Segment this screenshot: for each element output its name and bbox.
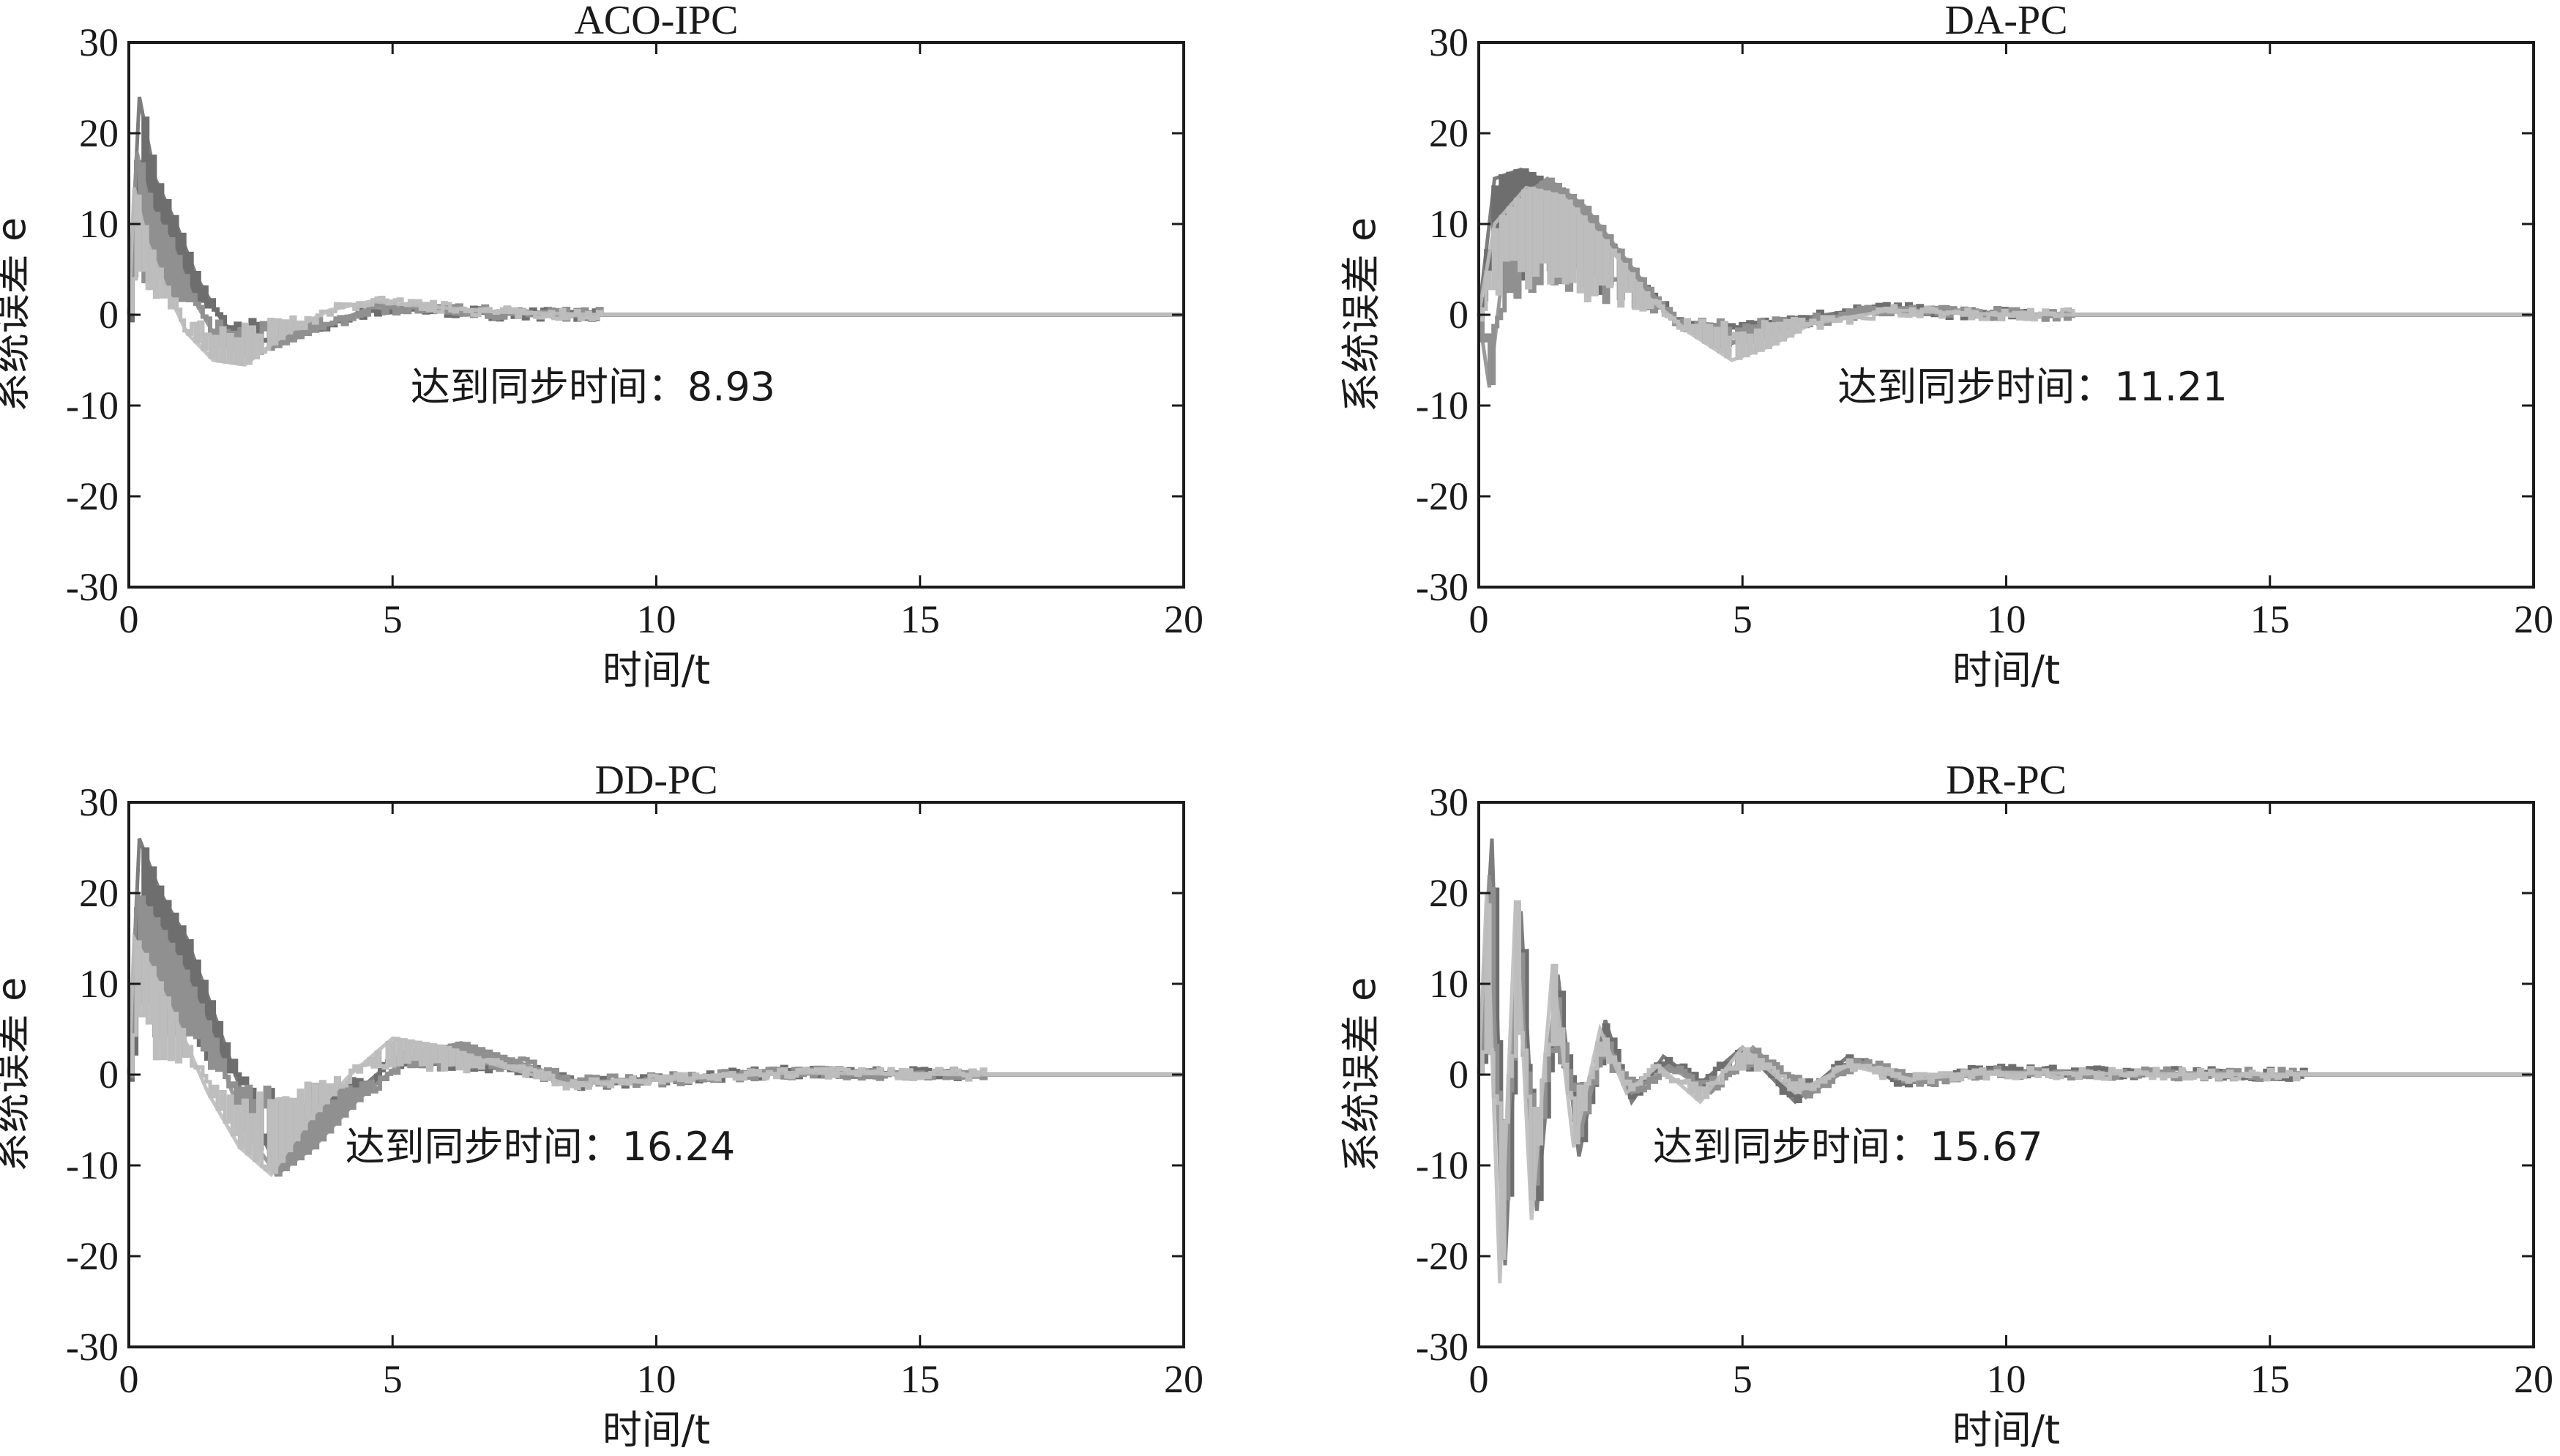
series-envelope [127, 932, 1184, 1178]
x-tick-label: 0 [1469, 597, 1489, 641]
y-tick-label: -20 [1416, 474, 1469, 518]
series-line [1477, 167, 2534, 349]
series-envelope [1477, 838, 2534, 1266]
x-tick-label: 5 [1733, 1357, 1753, 1401]
y-tick-label: 10 [1429, 962, 1469, 1006]
y-axis-label: 系统误差 e [1338, 217, 1384, 412]
series-envelope [127, 187, 1184, 367]
series-line [127, 932, 1184, 1178]
chart-panel-aco-ipc: 0 5 10 15 20 -30 -20 -10 0 10 20 30 ACO-IPC 时间/t 系统误差 … [0, 0, 1204, 693]
y-tick-label: -20 [66, 1234, 119, 1278]
x-axis-label: 时间/t [1952, 647, 2060, 693]
y-tick-label: -10 [66, 384, 119, 428]
series-envelope [1477, 167, 2534, 349]
x-tick-label: 10 [1987, 597, 2026, 641]
chart-title: DR-PC [1946, 758, 2067, 803]
series-line [127, 187, 1184, 367]
sync-time-annotation: 达到同步时间：8.93 [411, 364, 775, 410]
x-tick-label: 10 [1987, 1357, 2026, 1401]
y-tick-label: -30 [1416, 565, 1469, 609]
y-tick-label: 0 [1449, 293, 1469, 337]
x-tick-label: 15 [2250, 597, 2290, 641]
y-tick-label: 20 [79, 111, 119, 155]
y-tick-label: 0 [99, 1053, 119, 1097]
x-tick-label: 15 [900, 597, 940, 641]
series-envelope [1477, 875, 2534, 1239]
y-axis-label: 系统误差 e [0, 217, 34, 412]
y-tick-label: 20 [79, 871, 119, 915]
y-tick-label: 20 [1429, 111, 1469, 155]
series-envelope [1477, 892, 2534, 1284]
y-tick-label: 10 [79, 962, 119, 1006]
x-tick-label: 15 [900, 1357, 940, 1401]
y-tick-label: 20 [1429, 871, 1469, 915]
y-tick-label: 10 [1429, 202, 1469, 246]
x-tick-label: 20 [1164, 597, 1204, 641]
x-tick-label: 10 [637, 1357, 676, 1401]
y-tick-label: -20 [1416, 1234, 1469, 1278]
x-axis-label: 时间/t [602, 1407, 710, 1453]
x-tick-label: 20 [1164, 1357, 1204, 1401]
y-tick-label: 0 [1449, 1053, 1469, 1097]
y-tick-label: -10 [1416, 384, 1469, 428]
y-tick-label: -20 [66, 474, 119, 518]
y-axis-label: 系统误差 e [0, 977, 34, 1172]
y-tick-label: 30 [79, 20, 119, 64]
y-tick-label: -30 [66, 1325, 119, 1369]
sync-time-annotation: 达到同步时间：15.67 [1653, 1124, 2043, 1170]
series-line [1477, 838, 2534, 1266]
y-tick-label: -10 [1416, 1143, 1469, 1187]
x-tick-label: 15 [2250, 1357, 2290, 1401]
series-envelope [1477, 185, 2534, 362]
x-tick-label: 10 [637, 597, 676, 641]
x-tick-label: 0 [119, 1357, 139, 1401]
series-line [1477, 875, 2534, 1239]
series-line [1477, 892, 2534, 1284]
x-tick-label: 5 [383, 1357, 403, 1401]
x-axis-label: 时间/t [602, 647, 710, 693]
chart-title: DA-PC [1944, 0, 2067, 43]
y-tick-label: 30 [79, 780, 119, 824]
y-tick-label: 30 [1429, 780, 1469, 824]
x-tick-label: 20 [2514, 597, 2553, 641]
y-tick-label: -10 [66, 1143, 119, 1187]
y-tick-label: 0 [99, 293, 119, 337]
chart-panel-da-pc: 0 5 10 15 20 -30 -20 -10 0 10 20 30 DA-PC 时间/t 系统误差 e 达… [1338, 0, 2553, 693]
y-axis-label: 系统误差 e [1338, 977, 1384, 1172]
y-tick-label: 10 [79, 202, 119, 246]
y-tick-label: -30 [66, 565, 119, 609]
chart-panel-dr-pc: 0 5 10 15 20 -30 -20 -10 0 10 20 30 DR-PC 时间/t 系统误差 e 达… [1338, 758, 2553, 1453]
series-line [1477, 185, 2534, 362]
sync-time-annotation: 达到同步时间：11.21 [1837, 364, 2228, 410]
x-tick-label: 20 [2514, 1357, 2553, 1401]
chart-title: DD-PC [594, 758, 717, 803]
x-axis-label: 时间/t [1952, 1407, 2060, 1453]
chart-panel-dd-pc: 0 5 10 15 20 -30 -20 -10 0 10 20 30 DD-PC 时间/t 系统误差 e 达… [0, 758, 1204, 1453]
series-envelope [127, 96, 1184, 344]
y-tick-label: 30 [1429, 20, 1469, 64]
x-tick-label: 5 [383, 597, 403, 641]
x-tick-label: 5 [1733, 597, 1753, 641]
series-path [129, 116, 1182, 344]
x-tick-label: 0 [119, 597, 139, 641]
x-tick-label: 0 [1469, 1357, 1489, 1401]
chart-title: ACO-IPC [574, 0, 738, 43]
y-tick-label: -30 [1416, 1325, 1469, 1369]
sync-time-annotation: 达到同步时间：16.24 [346, 1124, 736, 1170]
series-line [127, 96, 1184, 344]
